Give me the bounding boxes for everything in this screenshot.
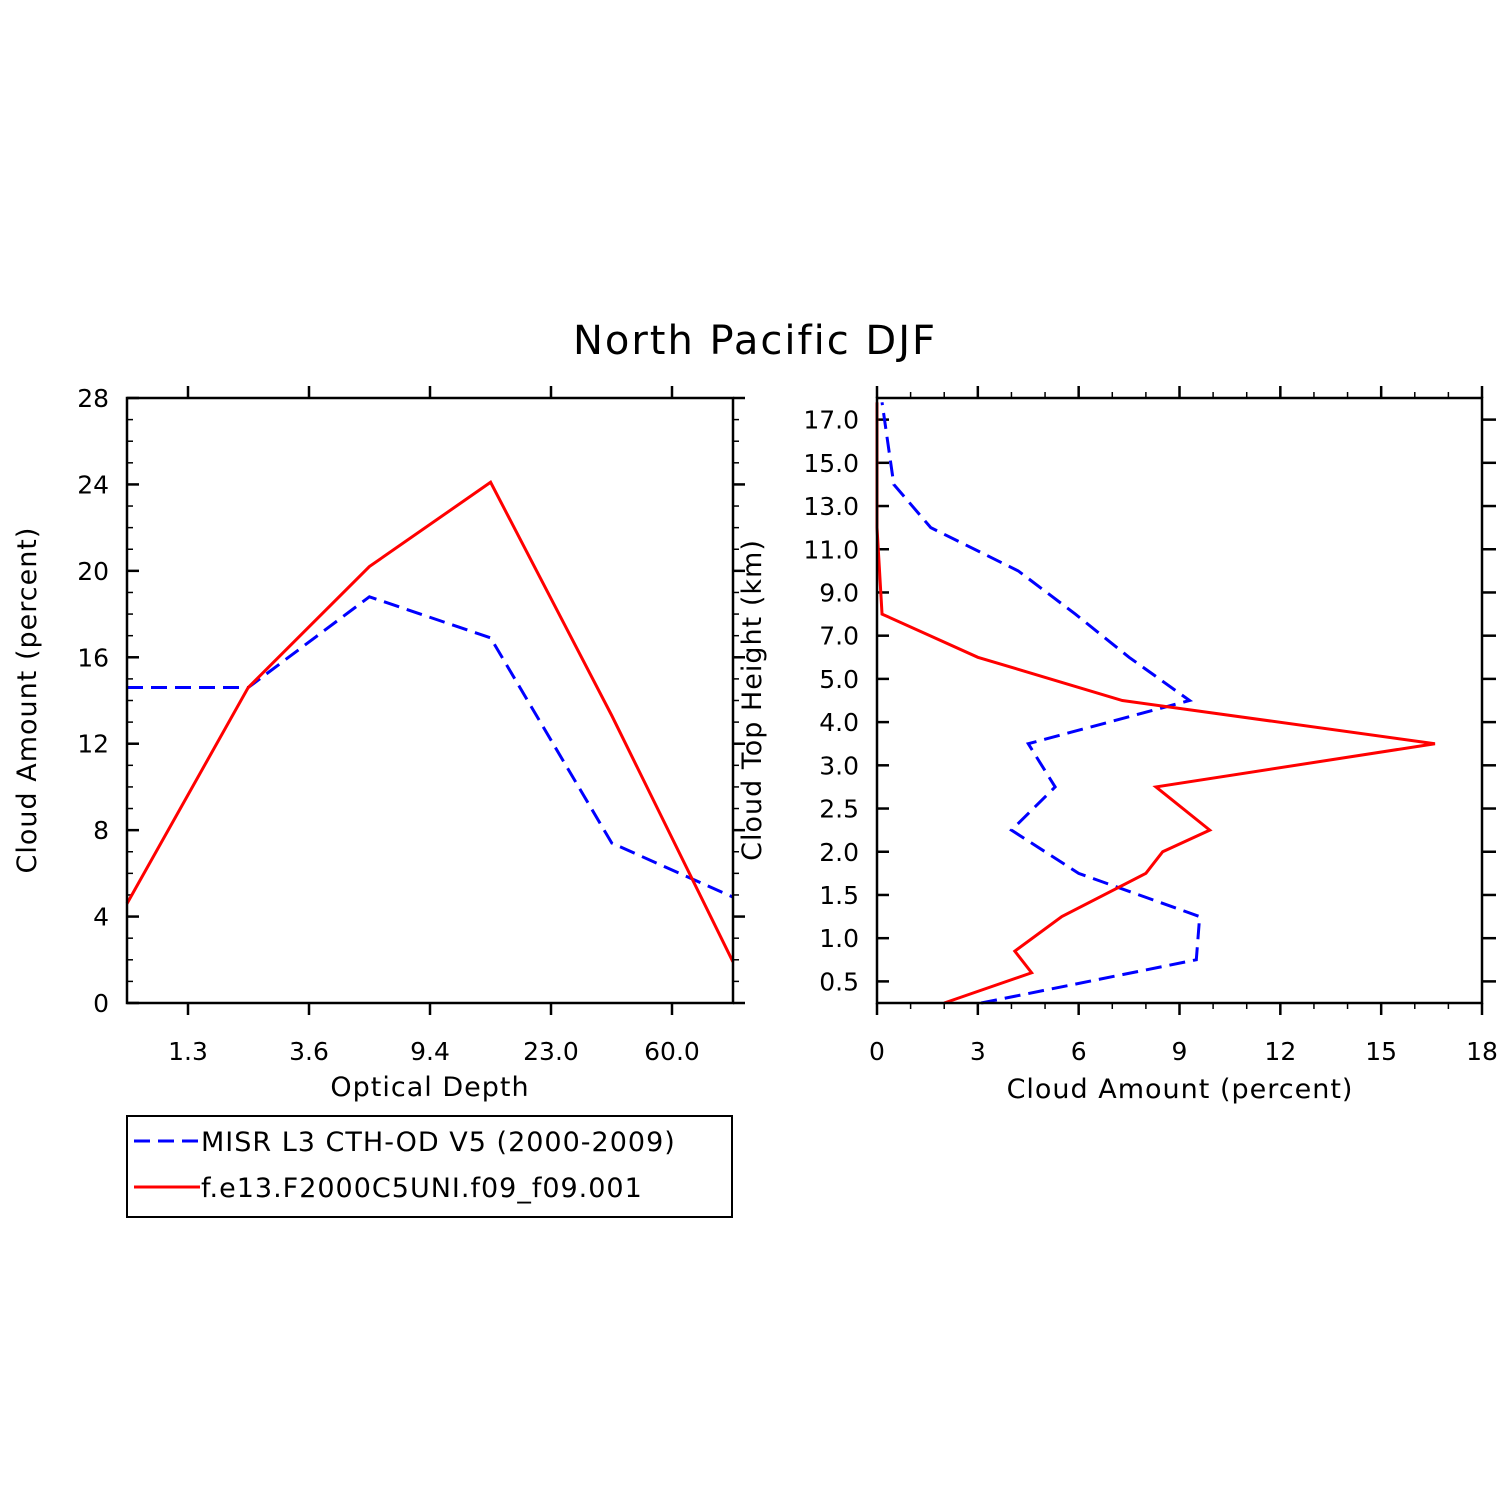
left-series-model	[125, 480, 735, 963]
right-plot-frame	[875, 396, 1484, 1005]
left-ticks	[127, 386, 745, 1015]
left-series-obs	[127, 595, 734, 899]
right-x-tick-label: 0	[869, 1037, 885, 1066]
left-y-tick-label: 28	[77, 384, 109, 413]
right-y-tick-label: 2.5	[819, 795, 859, 824]
left-panel: 0 4 8 12 16 20 24 28 1.3 3.6 9.4 23.0 60.0 Optical D…	[12, 384, 745, 1103]
right-y-tick-label: 0.5	[819, 967, 859, 996]
left-x-tick-label: 23.0	[523, 1037, 579, 1066]
left-x-tick-label: 1.3	[168, 1037, 208, 1066]
right-y-tick-label: 4.0	[819, 708, 859, 737]
left-x-tick-label: 9.4	[410, 1037, 450, 1066]
right-y-tick-label: 15.0	[803, 449, 859, 478]
right-ticks	[875, 386, 1496, 1015]
right-series-model	[875, 402, 1436, 1005]
right-y-tick-label: 3.0	[819, 751, 859, 780]
right-y-axis-label: Cloud Top Height (km)	[737, 539, 768, 861]
left-tick-labels: 0 4 8 12 16 20 24 28 1.3 3.6 9.4 23.0 60.0	[77, 384, 700, 1066]
right-x-tick-label: 18	[1466, 1037, 1498, 1066]
left-y-tick-label: 24	[77, 470, 109, 499]
right-minor-ticks	[909, 392, 1450, 1009]
left-y-tick-label: 12	[77, 730, 109, 759]
legend-label-model: f.e13.F2000C5UNI.f09_f09.001	[201, 1173, 643, 1204]
right-x-tick-label: 9	[1172, 1037, 1188, 1066]
left-x-tick-label: 3.6	[289, 1037, 329, 1066]
right-x-tick-label: 3	[970, 1037, 986, 1066]
left-y-tick-label: 4	[93, 903, 109, 932]
left-y-tick-label: 0	[93, 989, 109, 1018]
legend-box	[126, 1115, 733, 1218]
right-y-tick-label: 9.0	[819, 578, 859, 607]
right-x-tick-label: 6	[1071, 1037, 1087, 1066]
chart-title: North Pacific DJF	[573, 318, 937, 364]
right-x-tick-label: 12	[1264, 1037, 1296, 1066]
right-y-tick-label: 2.0	[819, 838, 859, 867]
right-x-tick-label: 15	[1365, 1037, 1397, 1066]
right-y-tick-label: 7.0	[819, 622, 859, 651]
right-y-tick-label: 17.0	[803, 406, 859, 435]
right-panel: 0 3 6 9 12 15 18 0.5 1.0 1.5 2.0 2.5 3.0 4.0 5.0 7.0 9.0…	[737, 386, 1498, 1105]
right-y-tick-label: 5.0	[819, 665, 859, 694]
left-y-axis-label: Cloud Amount (percent)	[12, 527, 43, 874]
right-series-obs	[880, 402, 1202, 1005]
right-y-tick-label: 11.0	[803, 535, 859, 564]
left-x-axis-label: Optical Depth	[330, 1072, 529, 1103]
left-minor-ticks	[127, 418, 739, 983]
right-y-tick-label: 1.5	[819, 881, 859, 910]
legend-label-obs: MISR L3 CTH-OD V5 (2000-2009)	[201, 1127, 676, 1158]
left-x-tick-label: 60.0	[644, 1037, 700, 1066]
left-y-tick-label: 16	[77, 643, 109, 672]
left-plot-frame	[125, 396, 735, 1005]
left-y-tick-label: 20	[77, 557, 109, 586]
left-series	[125, 480, 735, 963]
legend: MISR L3 CTH-OD V5 (2000-2009) f.e13.F200…	[126, 1115, 733, 1218]
right-y-tick-label: 13.0	[803, 492, 859, 521]
right-tick-labels: 0 3 6 9 12 15 18 0.5 1.0 1.5 2.0 2.5 3.0 4.0 5.0 7.0 9.0…	[803, 406, 1498, 1066]
left-y-tick-label: 8	[93, 816, 109, 845]
right-x-axis-label: Cloud Amount (percent)	[1007, 1074, 1354, 1105]
right-y-tick-label: 1.0	[819, 924, 859, 953]
right-series	[875, 402, 1436, 1005]
